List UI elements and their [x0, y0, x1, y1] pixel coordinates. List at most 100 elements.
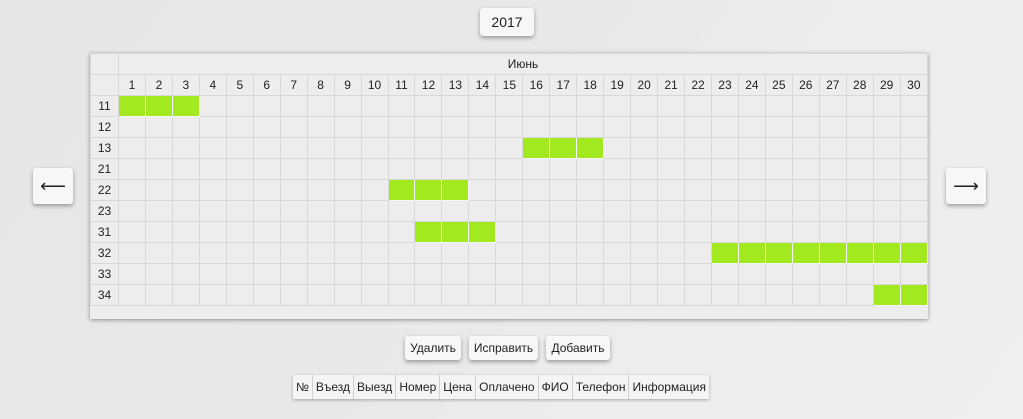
day-cell[interactable] — [737, 221, 766, 243]
day-cell[interactable] — [549, 116, 578, 138]
day-cell[interactable] — [737, 284, 766, 306]
day-cell[interactable] — [118, 137, 146, 159]
day-cell[interactable] — [764, 158, 793, 180]
day-cell[interactable] — [818, 95, 847, 117]
day-cell[interactable] — [333, 200, 362, 222]
day-cell[interactable] — [845, 116, 874, 138]
booked-cell[interactable] — [522, 137, 551, 159]
day-cell[interactable] — [684, 95, 712, 117]
day-cell[interactable] — [603, 200, 632, 222]
day-cell[interactable] — [684, 284, 712, 306]
day-cell[interactable] — [549, 263, 578, 285]
booked-cell[interactable] — [468, 221, 497, 243]
day-cell[interactable] — [764, 263, 793, 285]
day-cell[interactable] — [710, 221, 739, 243]
day-cell[interactable] — [495, 221, 524, 243]
day-cell[interactable] — [899, 200, 929, 222]
day-cell[interactable] — [710, 200, 739, 222]
day-cell[interactable] — [630, 221, 659, 243]
day-cell[interactable] — [630, 95, 659, 117]
day-cell[interactable] — [603, 137, 632, 159]
day-cell[interactable] — [198, 263, 227, 285]
day-cell[interactable] — [603, 95, 632, 117]
day-cell[interactable] — [279, 137, 308, 159]
day-cell[interactable] — [899, 221, 929, 243]
booked-cell[interactable] — [171, 95, 200, 117]
day-cell[interactable] — [657, 158, 686, 180]
day-cell[interactable] — [279, 179, 308, 201]
day-cell[interactable] — [279, 158, 308, 180]
day-cell[interactable] — [171, 200, 200, 222]
day-cell[interactable] — [791, 200, 820, 222]
day-cell[interactable] — [630, 263, 659, 285]
day-cell[interactable] — [387, 116, 416, 138]
day-cell[interactable] — [710, 137, 739, 159]
day-cell[interactable] — [495, 179, 524, 201]
day-cell[interactable] — [818, 179, 847, 201]
day-cell[interactable] — [279, 200, 308, 222]
day-cell[interactable] — [630, 200, 659, 222]
day-cell[interactable] — [360, 116, 389, 138]
day-cell[interactable] — [576, 200, 605, 222]
day-cell[interactable] — [522, 221, 551, 243]
day-cell[interactable] — [387, 242, 416, 264]
day-cell[interactable] — [171, 263, 200, 285]
day-cell[interactable] — [818, 221, 847, 243]
day-cell[interactable] — [144, 116, 173, 138]
day-cell[interactable] — [710, 179, 739, 201]
day-cell[interactable] — [171, 137, 200, 159]
day-cell[interactable] — [225, 95, 254, 117]
day-cell[interactable] — [818, 116, 847, 138]
booked-cell[interactable] — [414, 221, 443, 243]
year-button[interactable]: 2017 — [480, 8, 534, 36]
day-cell[interactable] — [549, 95, 578, 117]
day-cell[interactable] — [630, 137, 659, 159]
day-cell[interactable] — [630, 116, 659, 138]
day-cell[interactable] — [414, 95, 443, 117]
day-cell[interactable] — [764, 116, 793, 138]
day-cell[interactable] — [144, 221, 173, 243]
booked-cell[interactable] — [387, 179, 416, 201]
day-cell[interactable] — [495, 116, 524, 138]
day-cell[interactable] — [144, 284, 173, 306]
day-cell[interactable] — [414, 200, 443, 222]
day-cell[interactable] — [549, 158, 578, 180]
day-cell[interactable] — [603, 179, 632, 201]
day-cell[interactable] — [252, 200, 281, 222]
day-cell[interactable] — [576, 179, 605, 201]
day-cell[interactable] — [468, 263, 497, 285]
day-cell[interactable] — [414, 158, 443, 180]
day-cell[interactable] — [764, 284, 793, 306]
booked-cell[interactable] — [899, 284, 929, 306]
day-cell[interactable] — [414, 137, 443, 159]
day-cell[interactable] — [360, 263, 389, 285]
day-cell[interactable] — [764, 137, 793, 159]
day-cell[interactable] — [360, 95, 389, 117]
day-cell[interactable] — [118, 200, 146, 222]
day-cell[interactable] — [522, 158, 551, 180]
booked-cell[interactable] — [872, 242, 901, 264]
day-cell[interactable] — [252, 95, 281, 117]
edit-button[interactable]: Исправить — [469, 336, 538, 360]
day-cell[interactable] — [603, 158, 632, 180]
day-cell[interactable] — [845, 263, 874, 285]
day-cell[interactable] — [306, 284, 335, 306]
day-cell[interactable] — [414, 284, 443, 306]
prev-arrow-icon[interactable]: ⟵ — [33, 168, 73, 204]
day-cell[interactable] — [549, 284, 578, 306]
day-cell[interactable] — [414, 263, 443, 285]
day-cell[interactable] — [737, 116, 766, 138]
day-cell[interactable] — [495, 284, 524, 306]
day-cell[interactable] — [306, 200, 335, 222]
day-cell[interactable] — [171, 284, 200, 306]
day-cell[interactable] — [818, 158, 847, 180]
day-cell[interactable] — [791, 158, 820, 180]
day-cell[interactable] — [603, 242, 632, 264]
booked-cell[interactable] — [441, 221, 470, 243]
day-cell[interactable] — [872, 158, 901, 180]
day-cell[interactable] — [522, 179, 551, 201]
day-cell[interactable] — [333, 116, 362, 138]
day-cell[interactable] — [252, 263, 281, 285]
day-cell[interactable] — [818, 200, 847, 222]
day-cell[interactable] — [333, 137, 362, 159]
